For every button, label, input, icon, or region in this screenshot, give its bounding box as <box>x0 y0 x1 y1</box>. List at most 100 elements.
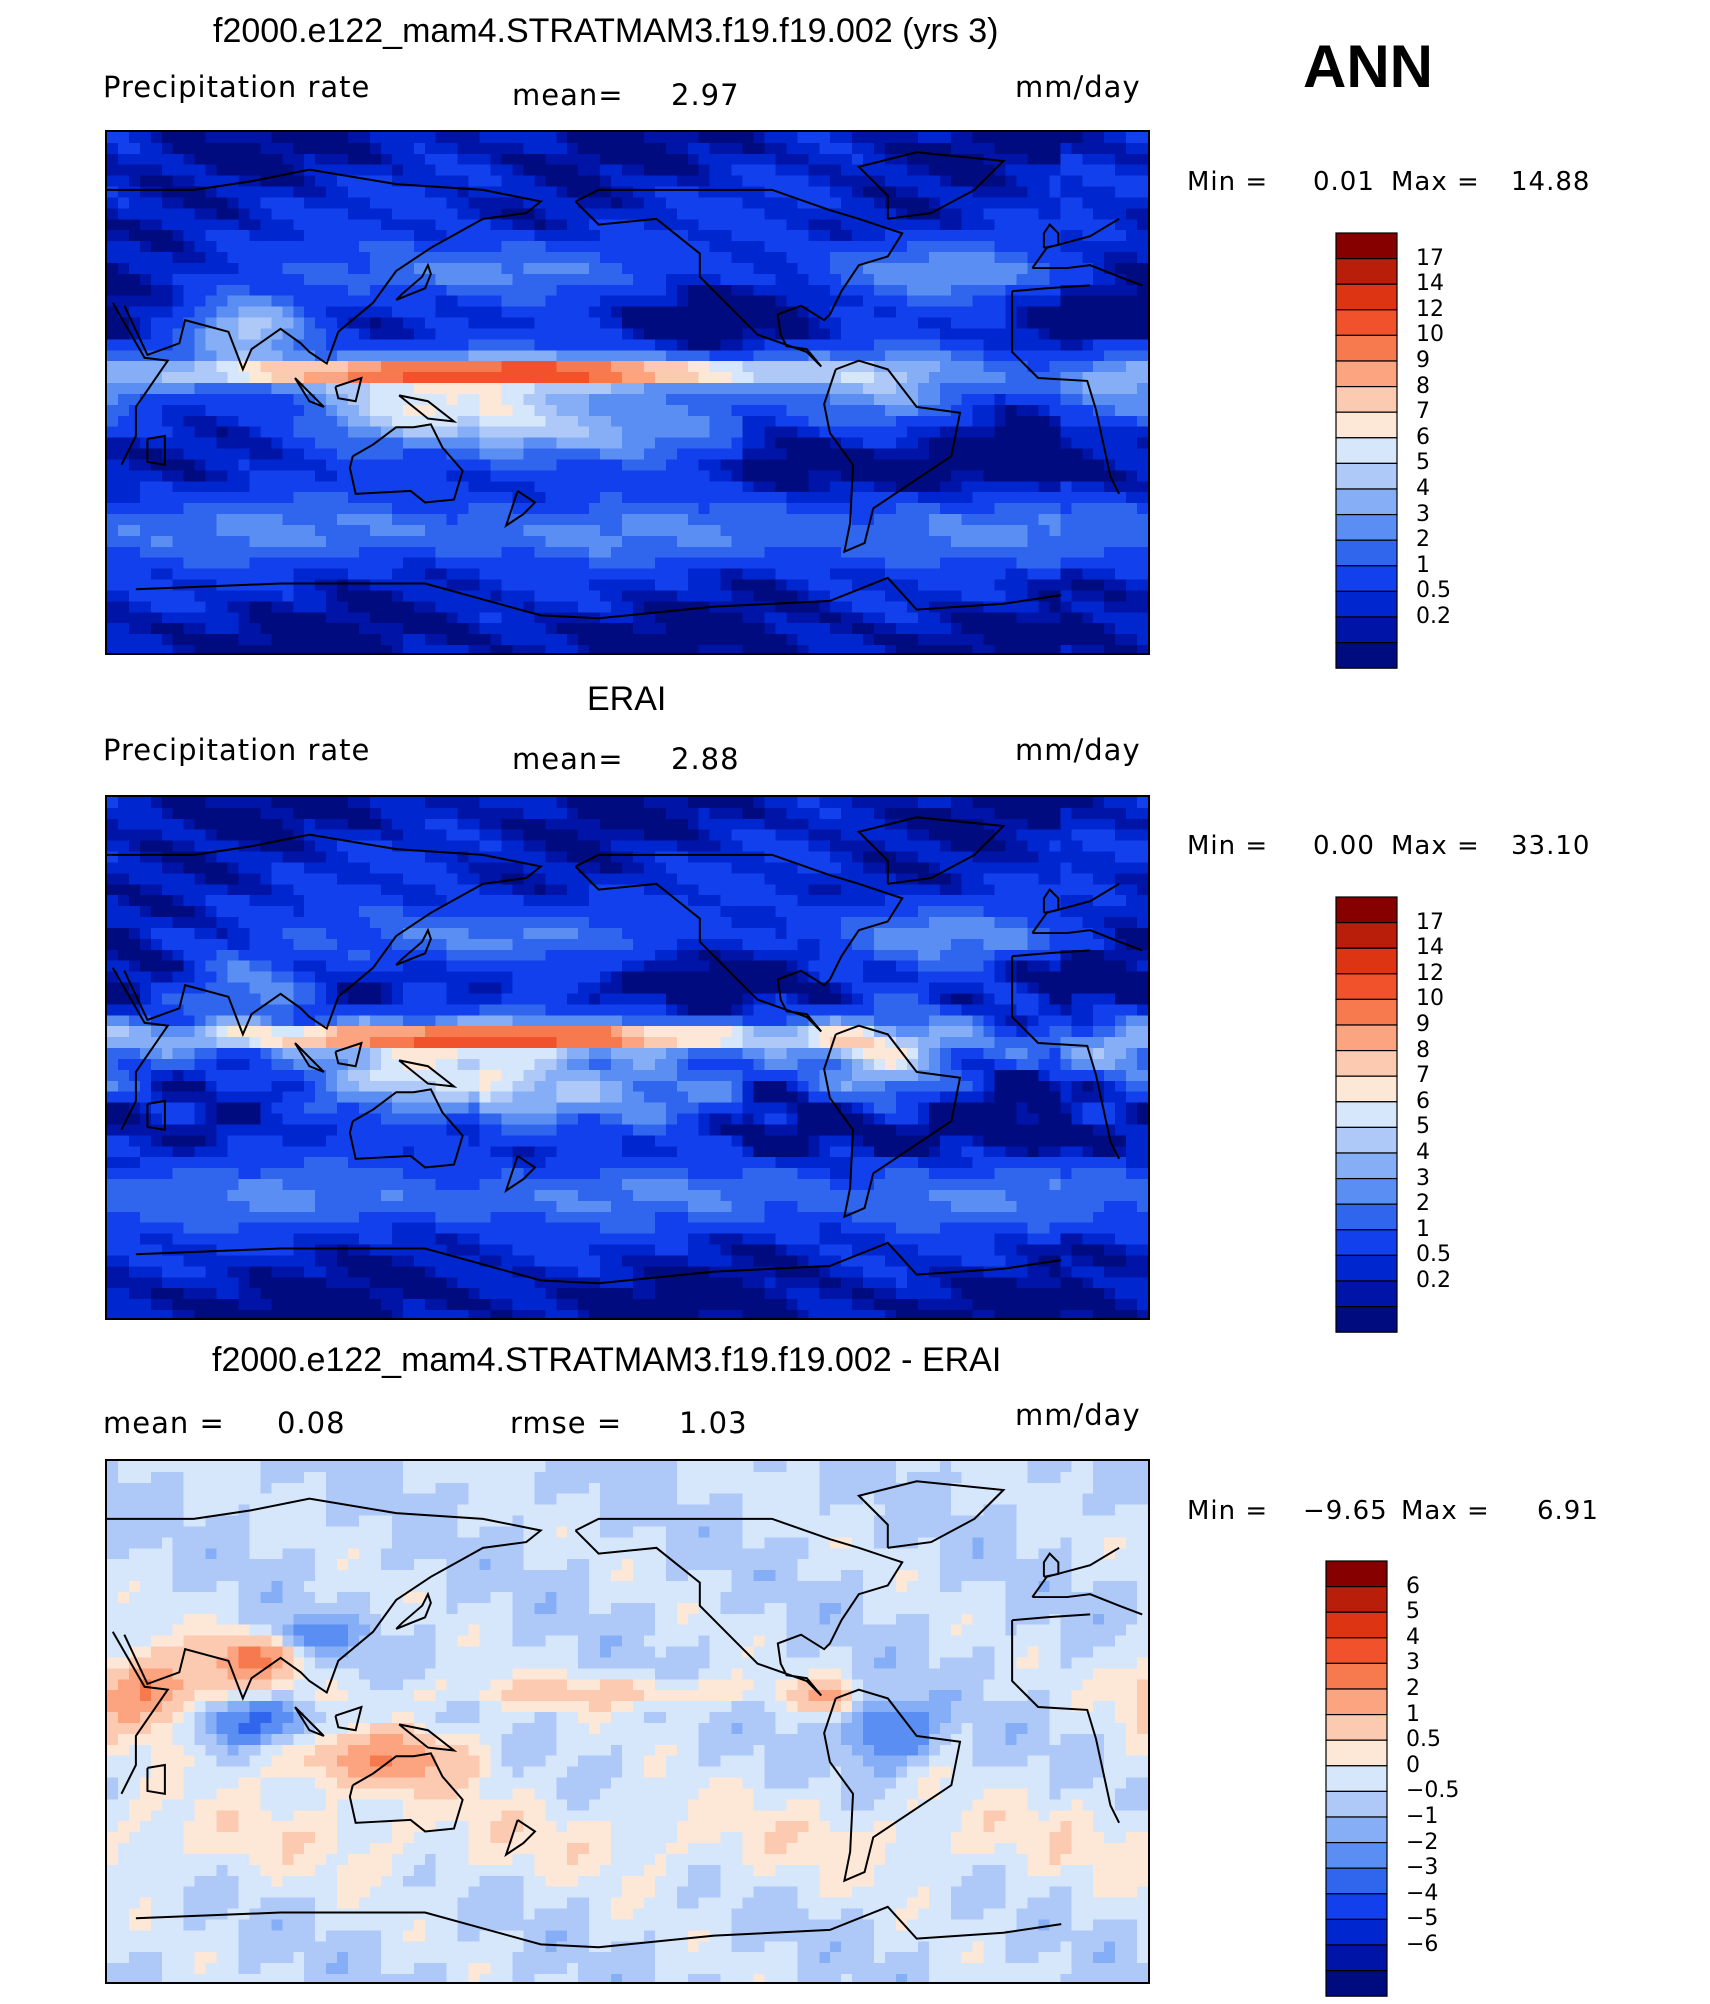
coastline <box>823 1024 962 1219</box>
panel-2-mean-value: 2.88 <box>671 742 740 776</box>
colorbar-box <box>1335 1101 1398 1128</box>
coastlines <box>107 1480 1143 1949</box>
colorbar-box <box>1335 513 1398 541</box>
colorbar-box <box>1335 1254 1398 1282</box>
colorbar-box <box>1335 385 1398 413</box>
colorbar-label: −1 <box>1406 1804 1439 1829</box>
panel-1-map-svg <box>107 132 1148 653</box>
colorbar-box <box>1325 1816 1388 1844</box>
panel-2-max-value: 33.10 <box>1511 831 1591 861</box>
colorbar-box <box>1335 283 1398 311</box>
colorbar-box <box>1325 1918 1388 1946</box>
colorbar-box <box>1335 334 1398 362</box>
colorbar-box <box>1335 437 1398 464</box>
colorbar-box <box>1335 641 1398 669</box>
colorbar-box <box>1335 998 1398 1026</box>
colorbar-label: 4 <box>1416 476 1430 501</box>
contour-fill <box>107 132 1148 653</box>
colorbar-box <box>1335 947 1398 975</box>
coastline <box>294 1042 325 1073</box>
panel-3-rmse-key: rmse = <box>510 1406 623 1440</box>
colorbar-label: 4 <box>1416 1140 1430 1165</box>
colorbar-box <box>1325 1560 1388 1588</box>
coastline <box>398 394 458 423</box>
colorbar-label: 14 <box>1416 935 1444 961</box>
colorbar-label: −2 <box>1406 1829 1439 1855</box>
coastline <box>135 1905 1062 1949</box>
colorbar-box <box>1335 590 1398 618</box>
colorbar-label: 0.5 <box>1416 578 1451 604</box>
panel-2-colorbar: 17 14 12 10 9 8 7 6 5 4 3 2 1 0.5 0.2 <box>1335 896 1515 1340</box>
coastline <box>574 853 904 1033</box>
coastline <box>146 434 166 467</box>
colorbar-box <box>1335 1152 1398 1180</box>
panel-2-min-value: 0.00 <box>1313 831 1375 861</box>
panel-1-max-label: Max = <box>1391 167 1480 197</box>
panel-1-colorbar-svg <box>1335 232 1398 669</box>
panel-3-rmse-value: 1.03 <box>679 1406 748 1440</box>
colorbar-box <box>1335 1280 1398 1308</box>
panel-1-min-label: Min = <box>1187 167 1269 197</box>
colorbar-box <box>1335 1229 1398 1256</box>
coastline <box>348 423 464 504</box>
colorbar-label: 3 <box>1406 1650 1420 1676</box>
coastline <box>135 1241 1062 1285</box>
coastline <box>823 359 962 554</box>
coastline <box>294 1706 325 1737</box>
colorbar-label: 10 <box>1416 322 1444 348</box>
colorbar-box <box>1335 1305 1398 1333</box>
colorbar-box <box>1325 1969 1388 1997</box>
coastline <box>398 1723 458 1752</box>
colorbar-label: 8 <box>1416 1037 1430 1063</box>
coastline <box>504 1819 537 1858</box>
colorbar-label: 5 <box>1416 450 1430 476</box>
colorbar-label: 6 <box>1416 1088 1430 1114</box>
coastline <box>856 151 1006 220</box>
coastline <box>395 1591 432 1630</box>
colorbar-box <box>1325 1893 1388 1920</box>
colorbar-label: 17 <box>1416 909 1444 935</box>
coastline <box>574 1517 904 1697</box>
colorbar-label: −5 <box>1406 1906 1439 1932</box>
contour-fill <box>107 1461 1148 1982</box>
panel-1-min-value: 0.01 <box>1313 167 1375 197</box>
colorbar-label: 4 <box>1406 1624 1420 1650</box>
coastline <box>856 816 1006 885</box>
coastline <box>111 284 1121 495</box>
colorbar-box <box>1325 1611 1388 1639</box>
panel-3-map <box>105 1459 1150 1984</box>
panel-2-mean-key: mean= <box>512 742 624 776</box>
coastline <box>334 376 363 403</box>
colorbar-label: 12 <box>1416 296 1444 322</box>
colorbar-label: 17 <box>1416 245 1444 271</box>
colorbar-box <box>1335 257 1398 285</box>
colorbar-box <box>1335 1203 1398 1231</box>
panel-2-variable-label: Precipitation rate <box>103 733 371 767</box>
colorbar-box <box>1325 1713 1388 1741</box>
colorbar-box <box>1335 232 1398 260</box>
colorbar-label: 6 <box>1416 424 1430 450</box>
colorbar-label: −0.5 <box>1406 1778 1460 1804</box>
coastline <box>348 1088 464 1169</box>
panel-1-variable-label: Precipitation rate <box>103 70 371 104</box>
colorbar-box <box>1335 1024 1398 1052</box>
colorbar-box <box>1335 973 1398 1000</box>
colorbar-label: 0.2 <box>1416 1268 1451 1293</box>
season-label: ANN <box>1303 33 1433 100</box>
coastline <box>398 1059 458 1088</box>
panel-2-min-label: Min = <box>1187 831 1269 861</box>
panel-3-colorbar-svg <box>1325 1560 1388 1997</box>
panel-3-min-label: Min = <box>1187 1496 1269 1526</box>
colorbar-label: −3 <box>1406 1855 1439 1881</box>
colorbar-label: 1 <box>1406 1701 1420 1727</box>
colorbar-label: 0 <box>1406 1752 1420 1778</box>
colorbar-box <box>1325 1867 1388 1895</box>
colorbar-label: 14 <box>1416 271 1444 297</box>
panel-1-map <box>105 130 1150 655</box>
coastline <box>574 188 904 368</box>
coastline <box>856 1480 1006 1549</box>
colorbar-box <box>1335 1075 1398 1103</box>
colorbar-label: 1 <box>1416 552 1430 578</box>
colorbar-box <box>1335 462 1398 490</box>
coastline <box>1042 223 1060 249</box>
